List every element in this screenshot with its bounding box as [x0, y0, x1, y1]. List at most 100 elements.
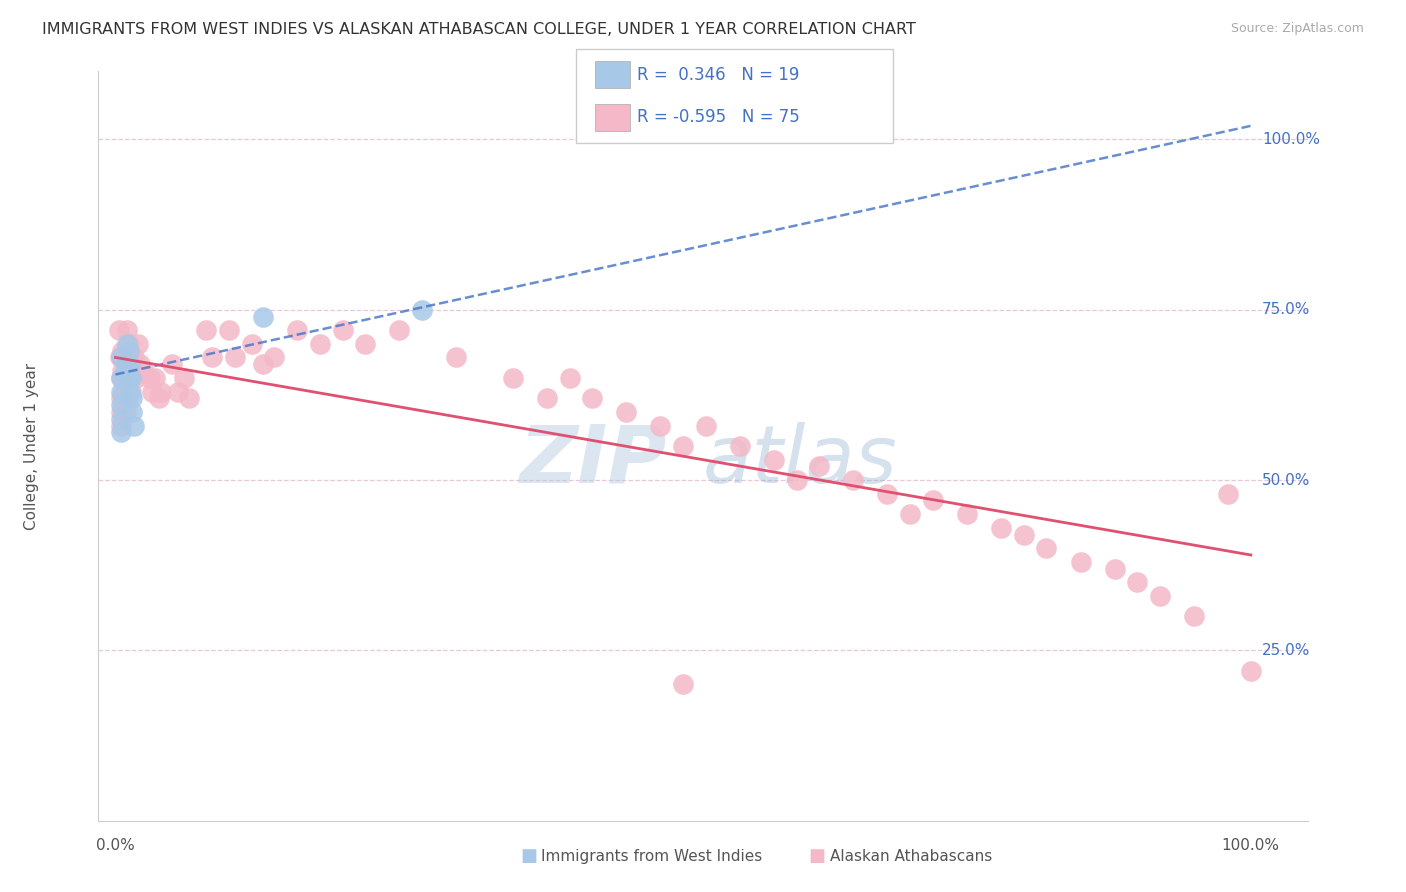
Point	[263, 351, 285, 365]
Point	[332, 323, 354, 337]
Point	[842, 473, 865, 487]
Point	[143, 371, 166, 385]
Point	[121, 392, 143, 406]
Point	[1035, 541, 1057, 556]
Point	[650, 418, 672, 433]
Point	[121, 405, 143, 419]
Point	[118, 336, 141, 351]
Point	[1182, 609, 1205, 624]
Point	[120, 371, 142, 385]
Point	[195, 323, 218, 337]
Point	[118, 343, 141, 358]
Point	[786, 473, 808, 487]
Point	[114, 371, 136, 385]
Point	[132, 364, 155, 378]
Point	[285, 323, 308, 337]
Point	[138, 371, 160, 385]
Point	[581, 392, 603, 406]
Point	[240, 336, 263, 351]
Text: 25.0%: 25.0%	[1263, 643, 1310, 657]
Point	[922, 493, 945, 508]
Point	[120, 357, 142, 371]
Text: Immigrants from West Indies: Immigrants from West Indies	[541, 849, 762, 863]
Point	[990, 521, 1012, 535]
Point	[112, 384, 135, 399]
Point	[141, 384, 163, 399]
Point	[1126, 575, 1149, 590]
Point	[148, 392, 170, 406]
Point	[117, 392, 139, 406]
Point	[388, 323, 411, 337]
Text: Alaskan Athabascans: Alaskan Athabascans	[830, 849, 991, 863]
Point	[411, 302, 433, 317]
Text: ■: ■	[808, 847, 825, 865]
Point	[536, 392, 558, 406]
Point	[614, 405, 637, 419]
Point	[112, 405, 135, 419]
Point	[672, 677, 695, 691]
Point	[149, 384, 172, 399]
Text: R =  0.346   N = 19: R = 0.346 N = 19	[637, 66, 799, 84]
Point	[444, 351, 467, 365]
Point	[558, 371, 581, 385]
Text: 100.0%: 100.0%	[1263, 132, 1320, 147]
Point	[1240, 664, 1263, 678]
Point	[1149, 589, 1171, 603]
Point	[110, 392, 132, 406]
Point	[354, 336, 377, 351]
Point	[956, 507, 979, 521]
Point	[122, 351, 145, 365]
Point	[117, 371, 139, 385]
Text: IMMIGRANTS FROM WEST INDIES VS ALASKAN ATHABASCAN COLLEGE, UNDER 1 YEAR CORRELAT: IMMIGRANTS FROM WEST INDIES VS ALASKAN A…	[42, 22, 917, 37]
Point	[111, 364, 134, 378]
Point	[115, 351, 138, 365]
Text: 75.0%: 75.0%	[1263, 302, 1310, 318]
Point	[114, 405, 136, 419]
Point	[672, 439, 695, 453]
Point	[502, 371, 524, 385]
Point	[110, 398, 132, 412]
Point	[120, 384, 142, 399]
Point	[224, 351, 246, 365]
Point	[110, 371, 132, 385]
Point	[160, 357, 183, 371]
Point	[695, 418, 717, 433]
Point	[762, 452, 785, 467]
Point	[122, 418, 145, 433]
Point	[252, 310, 274, 324]
Point	[125, 371, 148, 385]
Point	[252, 357, 274, 371]
Point	[876, 486, 898, 500]
Text: 0.0%: 0.0%	[96, 838, 135, 853]
Point	[108, 351, 131, 365]
Point	[115, 357, 138, 371]
Point	[110, 411, 132, 425]
Point	[1012, 527, 1035, 541]
Point	[110, 418, 132, 433]
Point	[728, 439, 751, 453]
Point	[110, 371, 132, 385]
Text: atlas: atlas	[703, 422, 898, 500]
Point	[1104, 561, 1126, 575]
Text: 50.0%: 50.0%	[1263, 473, 1310, 488]
Point	[111, 343, 134, 358]
Point	[201, 351, 224, 365]
Point	[808, 459, 831, 474]
Point	[179, 392, 201, 406]
Point	[898, 507, 921, 521]
Point	[127, 336, 149, 351]
Text: College, Under 1 year: College, Under 1 year	[24, 362, 39, 530]
Point	[110, 351, 132, 365]
Point	[1069, 555, 1091, 569]
Text: Source: ZipAtlas.com: Source: ZipAtlas.com	[1230, 22, 1364, 36]
Point	[108, 323, 131, 337]
Point	[118, 364, 141, 378]
Point	[115, 323, 138, 337]
Point	[129, 357, 152, 371]
Point	[110, 384, 132, 399]
Point	[110, 405, 132, 419]
Point	[118, 371, 141, 385]
Point	[114, 364, 136, 378]
Point	[218, 323, 240, 337]
Point	[114, 392, 136, 406]
